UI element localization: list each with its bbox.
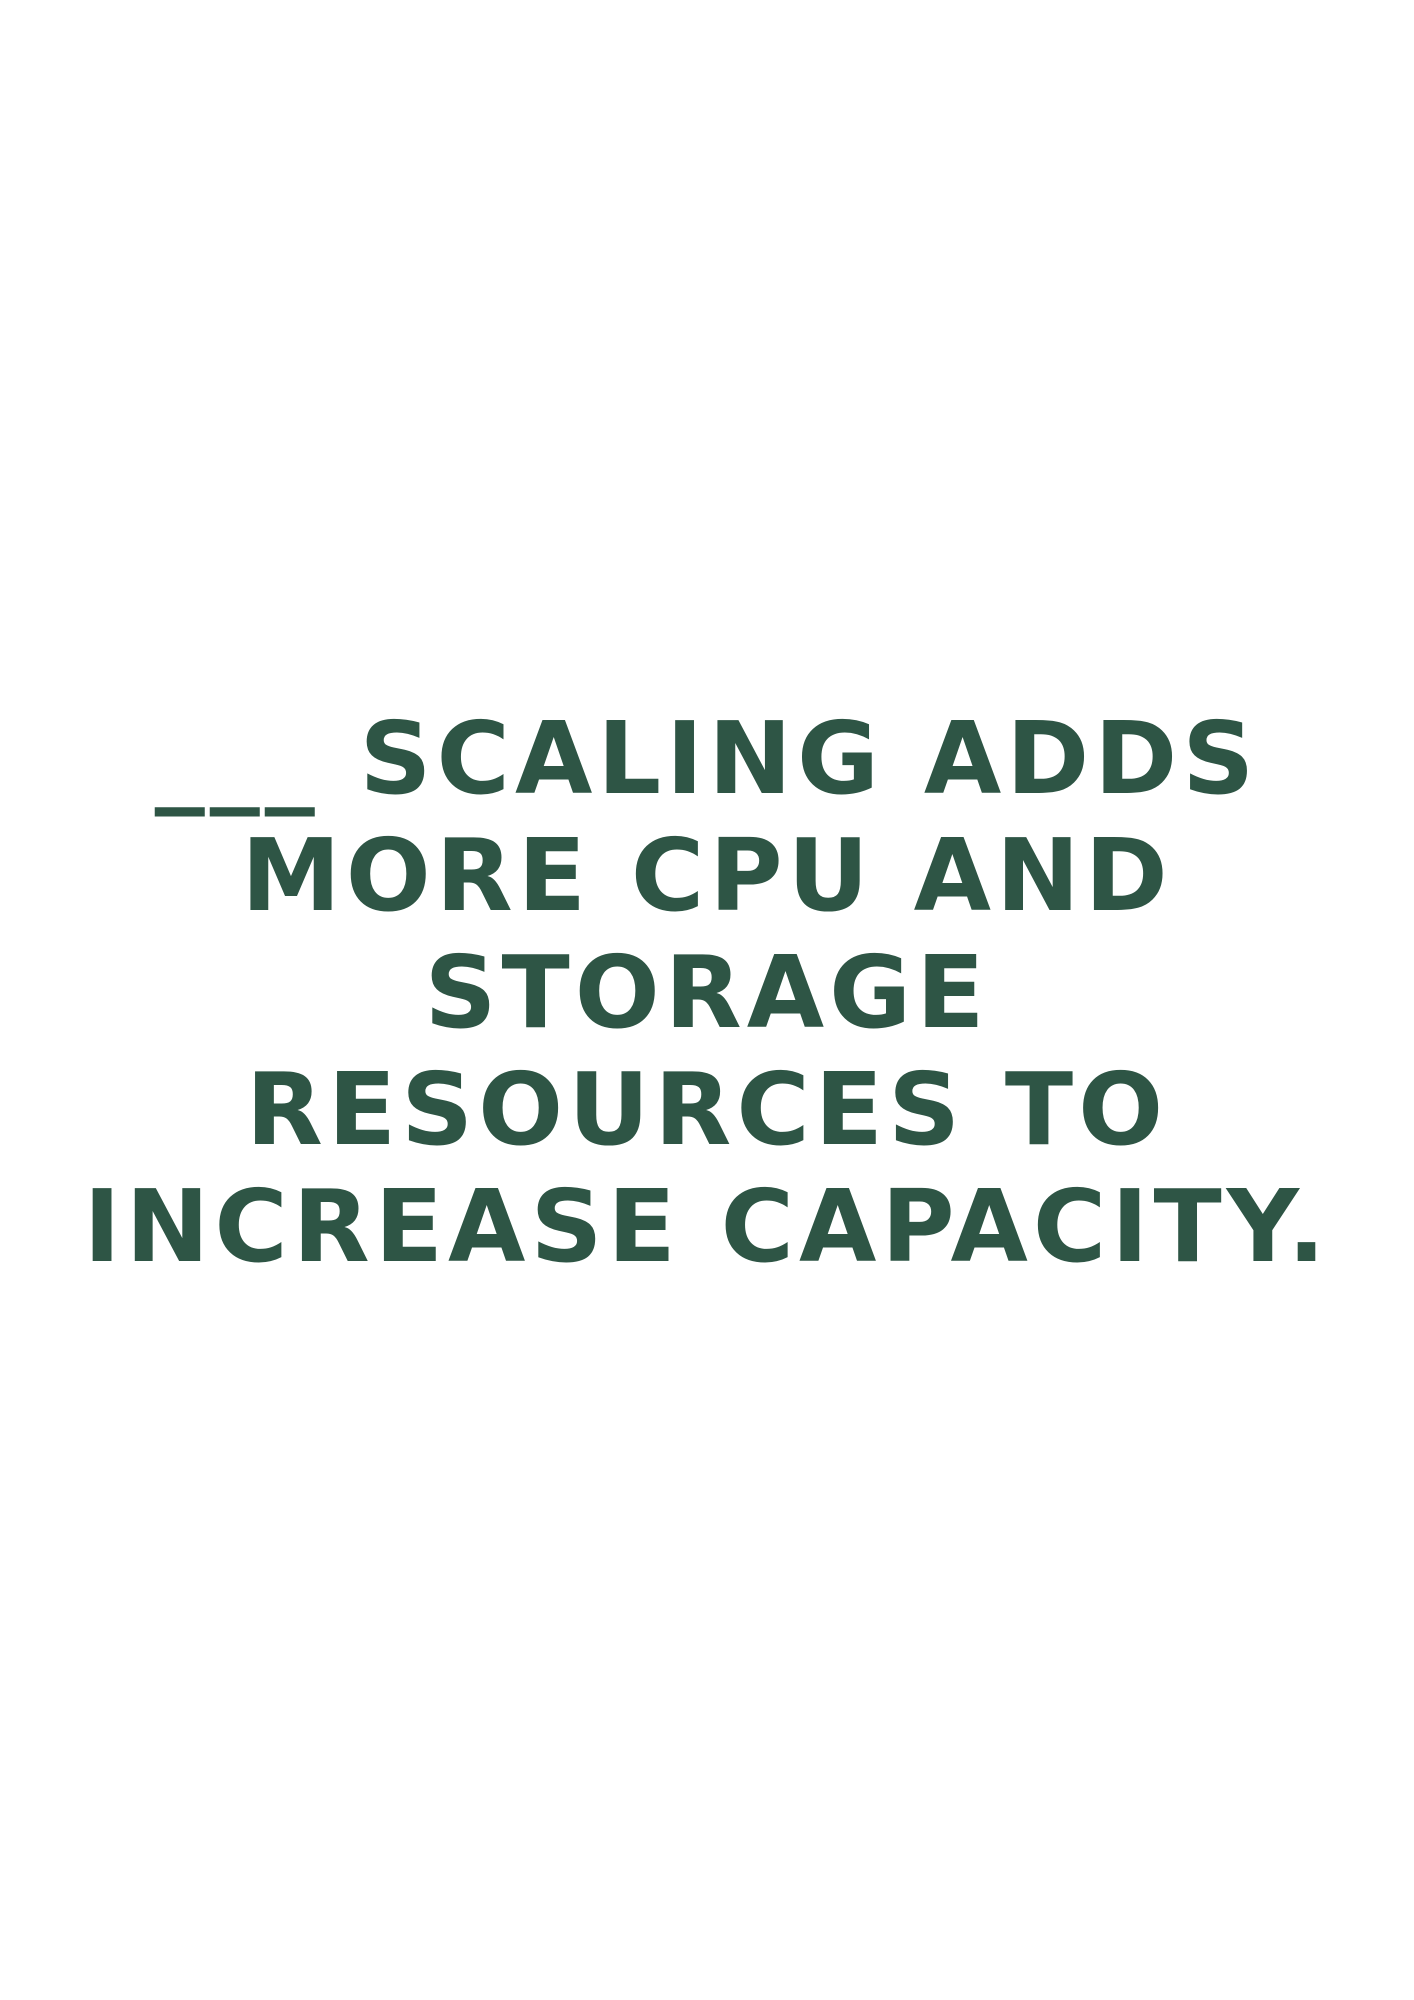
question-line-3: STORAGE — [424, 934, 990, 1051]
question-line-5: INCREASE CAPACITY. — [83, 1168, 1331, 1285]
question-line-1: ___ SCALING ADDS — [154, 700, 1260, 817]
question-line-4: RESOURCES TO — [245, 1051, 1169, 1168]
question-line-2: MORE CPU AND — [241, 817, 1173, 934]
fill-in-the-blank-question: ___ SCALING ADDS MORE CPU AND STORAGE RE… — [0, 700, 1414, 1285]
